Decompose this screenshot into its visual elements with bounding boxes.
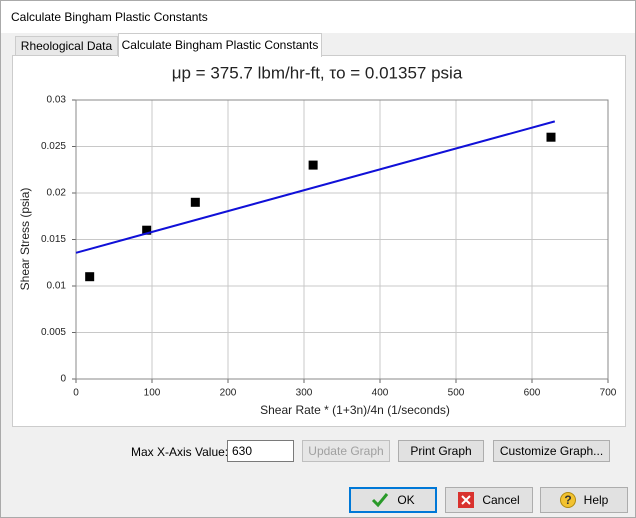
- ok-label: OK: [397, 493, 415, 507]
- point: [190, 197, 200, 207]
- chart: μp = 375.7 lbm/hr-ft, τo = 0.01357 psia …: [18, 63, 617, 417]
- x-tick-label: 500: [448, 388, 465, 399]
- y-tick-label: 0.005: [41, 327, 66, 338]
- cancel-label: Cancel: [482, 493, 520, 507]
- x-tick-label: 100: [144, 388, 161, 399]
- point: [308, 160, 318, 170]
- y-tick-label: 0: [60, 374, 66, 385]
- max-x-input[interactable]: 630: [227, 440, 294, 462]
- window-title: Calculate Bingham Plastic Constants: [11, 10, 208, 24]
- y-tick-label: 0.015: [41, 234, 66, 245]
- point: [85, 272, 95, 282]
- tab[interactable]: Rheological Data: [15, 36, 118, 57]
- y-tick-label: 0.02: [47, 188, 67, 199]
- x-tick-label: 700: [600, 388, 617, 399]
- update-graph-button: Update Graph: [302, 440, 390, 462]
- cancel-button[interactable]: Cancel: [445, 487, 533, 513]
- help-icon: ?: [559, 492, 576, 508]
- svg-text:?: ?: [564, 493, 571, 507]
- chart-title: μp = 375.7 lbm/hr-ft, τo = 0.01357 psia: [172, 63, 463, 82]
- x-tick-label: 400: [372, 388, 389, 399]
- ok-button[interactable]: OK: [349, 487, 437, 513]
- y-axis-label: Shear Stress (psia): [18, 188, 32, 291]
- x-tick-label: 600: [524, 388, 541, 399]
- y-tick-label: 0.03: [47, 95, 67, 106]
- ok-icon: [372, 493, 389, 508]
- help-label: Help: [583, 493, 609, 507]
- y-tick-label: 0.025: [41, 141, 66, 152]
- x-tick-label: 0: [73, 388, 79, 399]
- point: [546, 132, 556, 142]
- tab-panel: [12, 55, 626, 427]
- tab-selected[interactable]: Calculate Bingham Plastic Constants: [118, 33, 322, 57]
- fit-line: [75, 120, 556, 254]
- customize-graph-button[interactable]: Customize Graph...: [493, 440, 610, 462]
- x-tick-label: 200: [220, 388, 237, 399]
- y-tick-label: 0.01: [47, 281, 67, 292]
- print-graph-button[interactable]: Print Graph: [398, 440, 484, 462]
- max-x-label: Max X-Axis Value:: [131, 445, 229, 459]
- plot-frame: [75, 99, 609, 380]
- x-axis-label: Shear Rate * (1+3n)/4n (1/seconds): [260, 403, 450, 417]
- point: [142, 225, 152, 235]
- help-button[interactable]: ? Help: [540, 487, 628, 513]
- cancel-icon: [458, 492, 475, 508]
- x-tick-label: 300: [296, 388, 313, 399]
- title-bar: [1, 1, 635, 33]
